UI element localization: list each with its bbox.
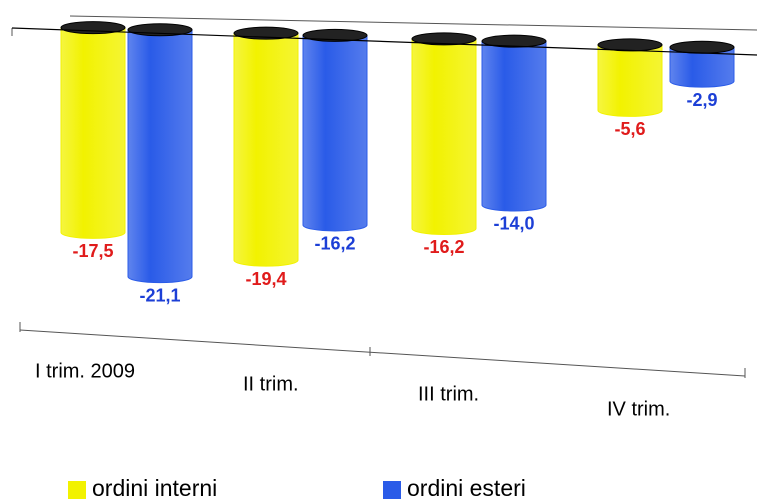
bar	[597, 44, 663, 117]
bar	[127, 29, 193, 284]
value-label: -17,5	[72, 241, 113, 261]
value-label: -19,4	[245, 269, 286, 289]
x-tick-label: III trim.	[418, 383, 479, 405]
bar-top	[669, 40, 735, 54]
x-tick-label: IV trim.	[607, 398, 670, 420]
legend-swatch	[68, 481, 86, 499]
value-label: -16,2	[423, 237, 464, 257]
zero-plane	[11, 27, 757, 56]
legend-label: ordini esteri	[407, 475, 526, 501]
value-label: -2,9	[686, 90, 717, 110]
bar	[481, 40, 547, 212]
bar	[60, 27, 126, 239]
value-label: -5,6	[614, 119, 645, 139]
value-label: -14,0	[493, 214, 534, 234]
value-label: -16,2	[314, 234, 355, 254]
x-tick-label: I trim. 2009	[35, 360, 135, 382]
back-edge	[69, 15, 757, 31]
x-tick-label: II trim.	[243, 373, 299, 395]
bar	[411, 38, 477, 235]
bar-top	[481, 34, 547, 48]
legend-label: ordini interni	[92, 475, 217, 501]
bar-top	[302, 28, 368, 42]
bar	[669, 46, 735, 88]
category-axis	[19, 329, 746, 377]
bar	[302, 34, 368, 232]
value-label: -21,1	[139, 285, 180, 305]
bar	[233, 32, 299, 267]
legend-swatch	[383, 481, 401, 499]
bar-top	[411, 32, 477, 46]
